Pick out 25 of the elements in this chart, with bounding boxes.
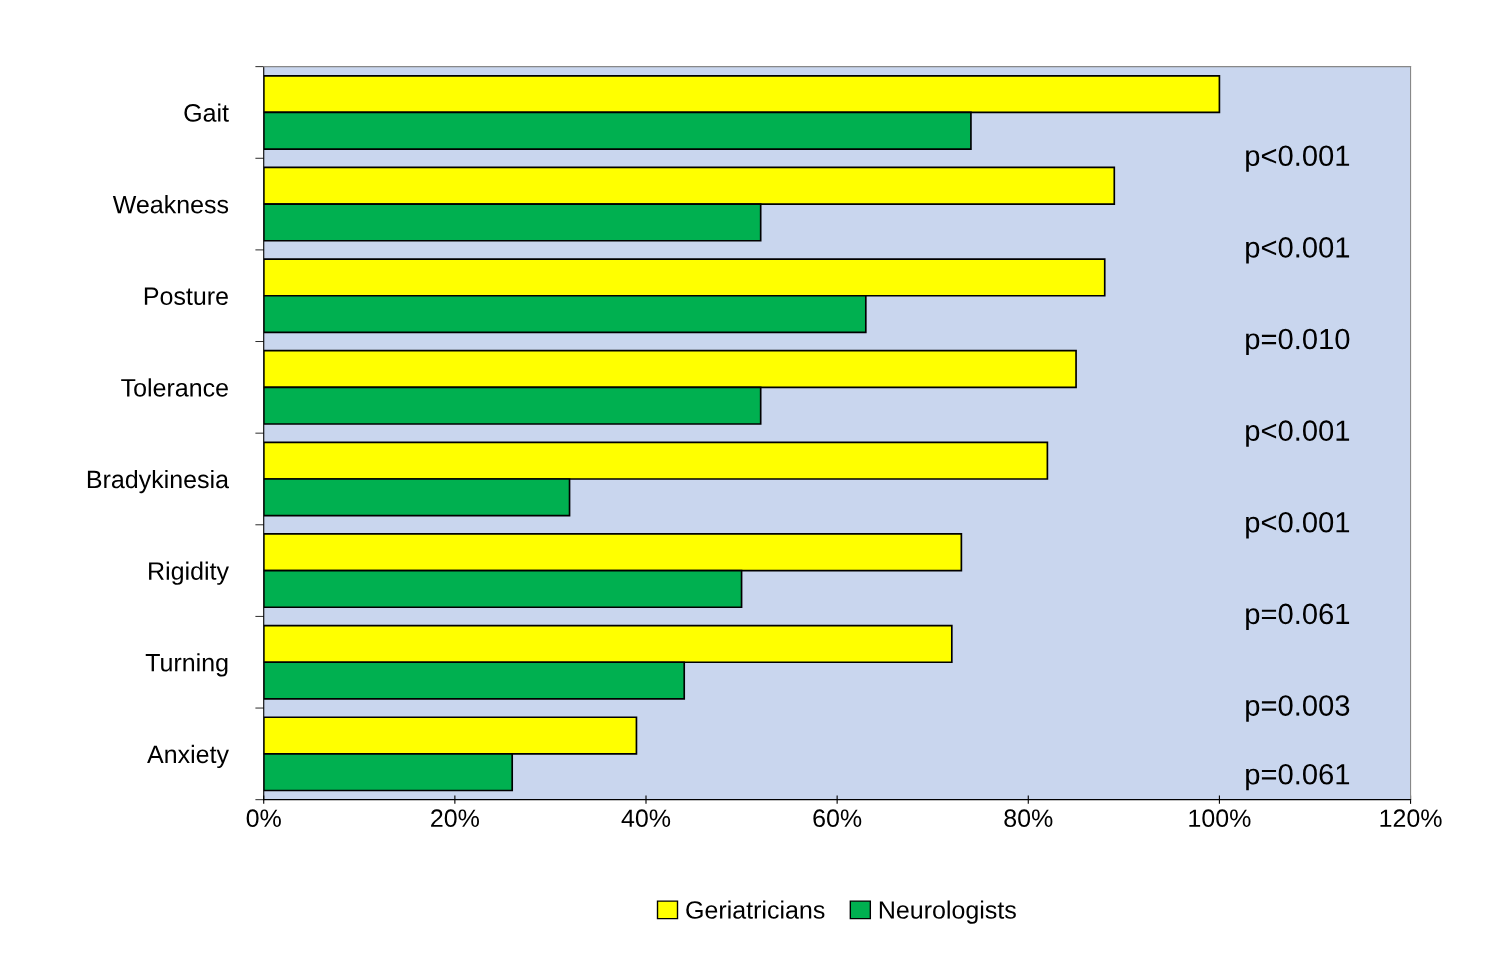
x-tick-label: 80% [1004,809,1053,828]
y-tick-label: Rigidity [149,561,229,585]
x-tick-label: 0% [246,809,281,828]
annotation: p=0.061 [1246,603,1350,631]
legend-label: Geriatricians [686,900,825,919]
annotation: p<0.001 [1246,145,1350,172]
x-tick-label: 60% [813,809,862,828]
x-tick-label: 120% [1380,809,1442,828]
y-tick-label: Posture [144,287,228,306]
annotation: p=0.010 [1246,328,1350,356]
x-tick-label: 20% [431,809,479,828]
annotation: p<0.001 [1246,237,1350,264]
y-tick-label: Weakness [112,195,229,214]
y-tick-label: Bradykinesia [87,469,230,494]
annotation: p<0.001 [1246,511,1350,539]
x-tick-label: 100% [1189,809,1251,828]
y-tick-label: Turning [145,653,228,677]
annotation: p=0.003 [1246,695,1350,722]
annotation: p<0.001 [1246,420,1350,447]
annotation: p=0.061 [1246,763,1350,791]
legend-label: Neurologists [879,900,1016,924]
y-tick-label: Tolerance [121,378,228,397]
y-tick-label: Anxiety [147,744,229,769]
x-tick-label: 40% [621,809,671,828]
y-tick-label: Gait [184,103,229,122]
